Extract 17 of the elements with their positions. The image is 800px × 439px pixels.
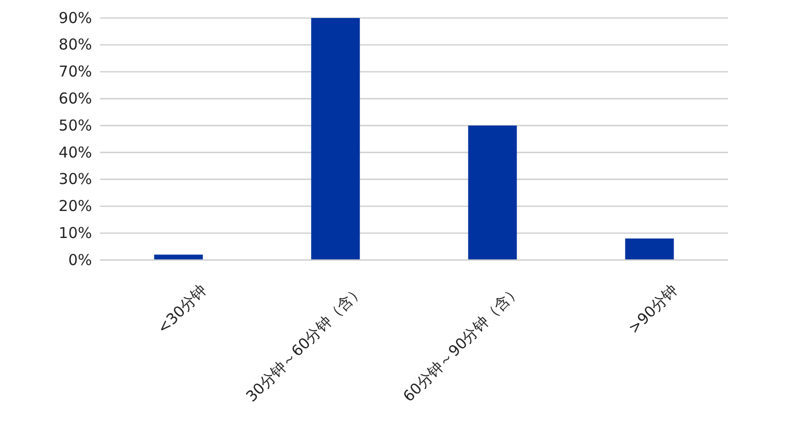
y-tick-label: 20% — [58, 197, 92, 216]
y-tick-label: 50% — [58, 116, 92, 134]
y-tick-label: 40% — [58, 143, 92, 162]
y-tick-label: 30% — [58, 170, 92, 188]
bar — [468, 126, 517, 260]
y-tick-label: 0% — [68, 250, 92, 269]
y-tick-label: 90% — [58, 8, 92, 27]
y-tick-label: 60% — [58, 89, 92, 108]
x-tick-label: 60分钟～90分钟（含） — [400, 280, 524, 406]
x-tick-label: 30分钟～60分钟（含） — [242, 280, 368, 406]
bar — [154, 254, 203, 260]
y-tick-label: 70% — [58, 62, 92, 81]
x-tick-label: <30分钟 — [154, 280, 210, 338]
y-tick-label: 10% — [58, 224, 92, 242]
y-tick-label: 80% — [58, 36, 92, 54]
bar — [625, 238, 674, 260]
bar — [311, 18, 360, 260]
